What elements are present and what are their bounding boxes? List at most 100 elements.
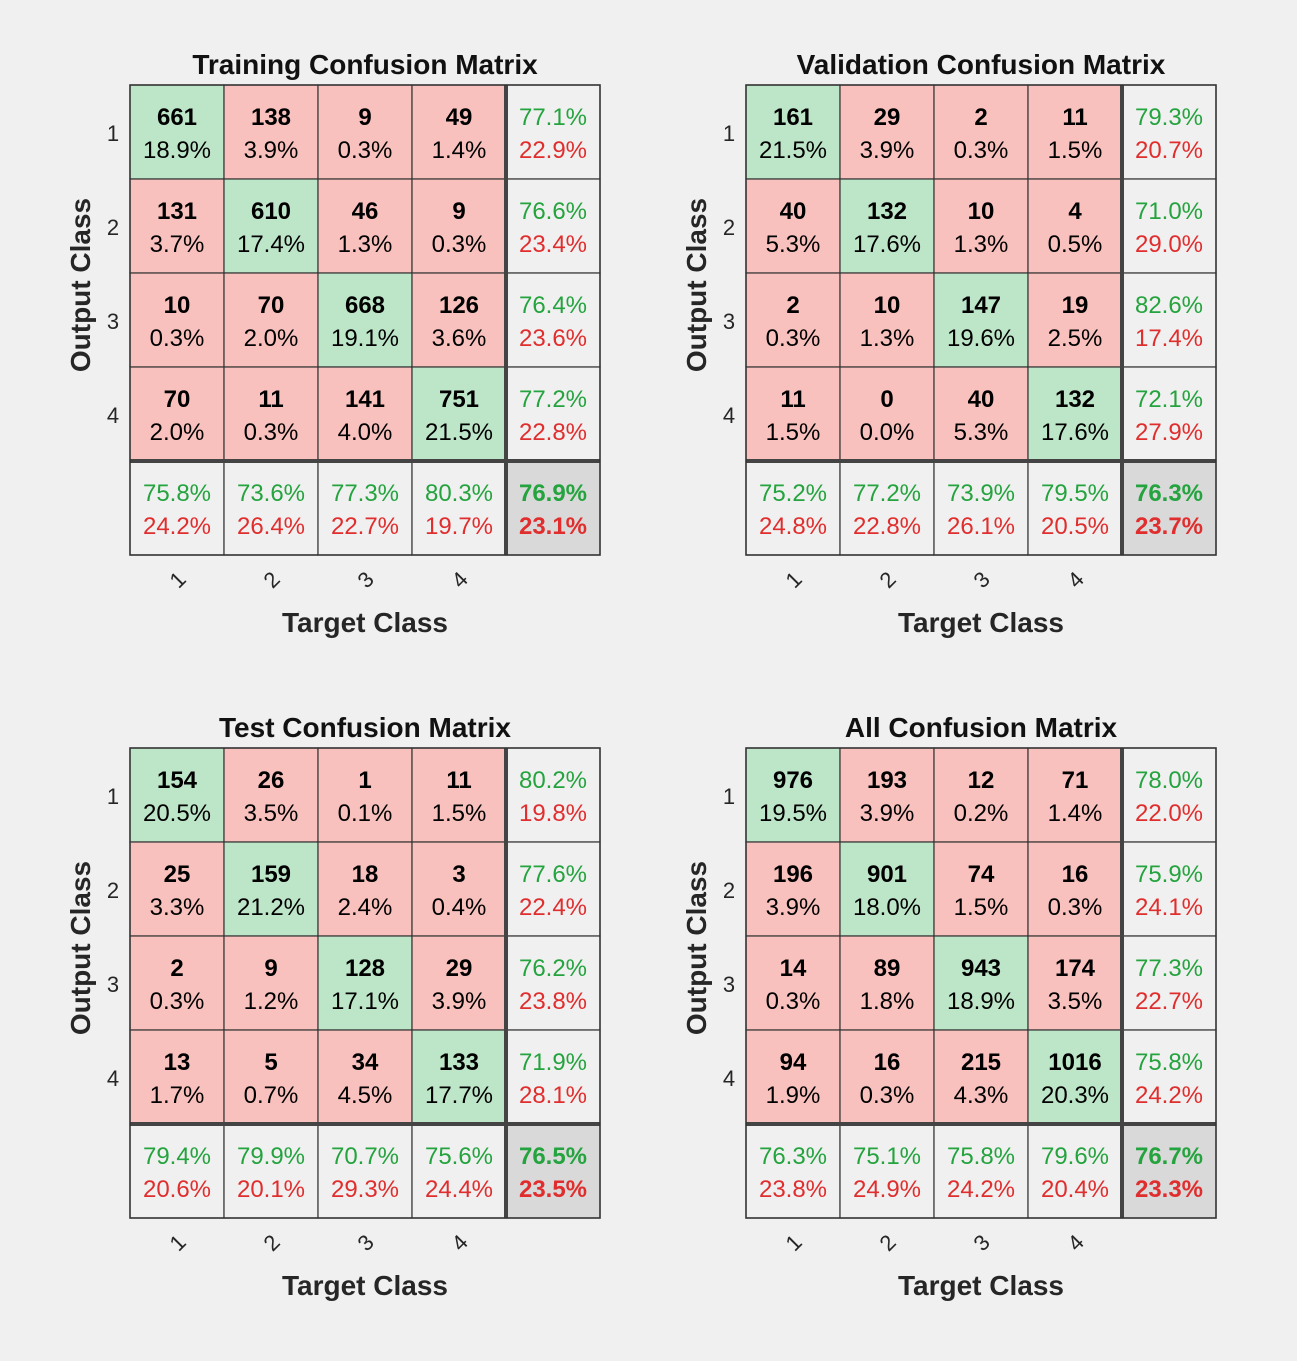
column-error-rate: 26.1%	[947, 513, 1015, 540]
cell-count: 132	[867, 198, 907, 225]
row-summary-cell	[1121, 841, 1217, 937]
cell-percent: 1.3%	[338, 231, 393, 258]
incorrect-cell	[933, 178, 1029, 274]
incorrect-cell	[317, 84, 413, 180]
cell-percent: 0.3%	[244, 419, 299, 446]
cell-percent: 1.8%	[860, 988, 915, 1015]
cell-percent: 1.5%	[954, 894, 1009, 921]
row-summary-cell	[505, 935, 601, 1031]
incorrect-cell	[411, 841, 507, 937]
column-summary-cell	[745, 460, 841, 556]
cell-count: 46	[352, 198, 379, 225]
incorrect-cell	[317, 747, 413, 843]
incorrect-cell	[317, 178, 413, 274]
cell-count: 89	[874, 955, 901, 982]
correct-cell	[839, 841, 935, 937]
column-correct-rate: 70.7%	[331, 1143, 399, 1170]
row-error-rate: 22.8%	[519, 419, 587, 446]
cell-percent: 3.6%	[432, 325, 487, 352]
correct-cell	[411, 1029, 507, 1125]
cell-percent: 1.4%	[432, 137, 487, 164]
x-tick-label: 2	[875, 1230, 901, 1256]
column-error-rate: 24.2%	[947, 1176, 1015, 1203]
cell-count: 10	[968, 198, 995, 225]
cell-count: 71	[1062, 767, 1089, 794]
cell-percent: 0.3%	[1048, 894, 1103, 921]
x-tick-label: 3	[353, 567, 379, 593]
incorrect-cell	[1027, 747, 1123, 843]
column-summary-cell	[411, 1123, 507, 1219]
column-correct-rate: 79.9%	[237, 1143, 305, 1170]
cell-count: 661	[157, 104, 197, 131]
row-correct-rate: 72.1%	[1135, 386, 1203, 413]
overall-error: 23.3%	[1135, 1176, 1203, 1203]
cell-count: 14	[780, 955, 807, 982]
cell-percent: 1.7%	[150, 1082, 205, 1109]
cell-count: 2	[786, 292, 799, 319]
cell-count: 40	[968, 386, 995, 413]
y-tick-label: 2	[723, 215, 735, 240]
correct-cell	[317, 935, 413, 1031]
x-tick-label: 3	[353, 1230, 379, 1256]
column-error-rate: 24.8%	[759, 513, 827, 540]
overall-error: 23.7%	[1135, 513, 1203, 540]
correct-cell	[933, 272, 1029, 368]
incorrect-cell	[1027, 272, 1123, 368]
cell-count: 1	[358, 767, 371, 794]
cell-percent: 3.5%	[244, 800, 299, 827]
correct-cell	[223, 178, 319, 274]
cell-percent: 3.7%	[150, 231, 205, 258]
cell-percent: 0.3%	[150, 325, 205, 352]
row-error-rate: 23.8%	[519, 988, 587, 1015]
cell-percent: 1.3%	[860, 325, 915, 352]
y-tick-label: 2	[107, 878, 119, 903]
cell-percent: 3.9%	[860, 800, 915, 827]
row-correct-rate: 77.3%	[1135, 955, 1203, 982]
cell-percent: 17.6%	[853, 231, 921, 258]
cell-count: 610	[251, 198, 291, 225]
column-summary-cell	[129, 460, 225, 556]
y-tick-label: 1	[723, 121, 735, 146]
row-correct-rate: 71.9%	[519, 1049, 587, 1076]
incorrect-cell	[223, 272, 319, 368]
cell-percent: 18.9%	[947, 988, 1015, 1015]
correct-cell	[839, 178, 935, 274]
cell-count: 132	[1055, 386, 1095, 413]
cell-percent: 17.6%	[1041, 419, 1109, 446]
column-correct-rate: 75.1%	[853, 1143, 921, 1170]
cell-count: 10	[164, 292, 191, 319]
chart-title: Validation Confusion Matrix	[797, 49, 1166, 80]
incorrect-cell	[1027, 84, 1123, 180]
cell-count: 29	[874, 104, 901, 131]
overall-accuracy: 76.7%	[1135, 1143, 1203, 1170]
cell-count: 133	[439, 1049, 479, 1076]
cell-percent: 0.7%	[244, 1082, 299, 1109]
overall-accuracy: 76.9%	[519, 480, 587, 507]
cell-percent: 0.4%	[432, 894, 487, 921]
x-tick-label: 1	[781, 567, 807, 593]
column-error-rate: 20.4%	[1041, 1176, 1109, 1203]
incorrect-cell	[129, 841, 225, 937]
row-correct-rate: 75.8%	[1135, 1049, 1203, 1076]
cell-count: 1016	[1048, 1049, 1101, 1076]
cell-count: 976	[773, 767, 813, 794]
incorrect-cell	[745, 935, 841, 1031]
y-tick-label: 1	[723, 784, 735, 809]
cell-count: 215	[961, 1049, 1001, 1076]
cell-percent: 21.5%	[759, 137, 827, 164]
correct-cell	[317, 272, 413, 368]
column-error-rate: 23.8%	[759, 1176, 827, 1203]
x-axis-label: Target Class	[282, 607, 448, 638]
cell-count: 141	[345, 386, 385, 413]
row-correct-rate: 80.2%	[519, 767, 587, 794]
cell-count: 19	[1062, 292, 1089, 319]
overall-accuracy: 76.3%	[1135, 480, 1203, 507]
column-error-rate: 24.9%	[853, 1176, 921, 1203]
cell-percent: 0.3%	[432, 231, 487, 258]
row-error-rate: 27.9%	[1135, 419, 1203, 446]
cell-percent: 3.3%	[150, 894, 205, 921]
matrix-frame	[129, 747, 601, 1219]
cell-count: 11	[446, 767, 471, 794]
